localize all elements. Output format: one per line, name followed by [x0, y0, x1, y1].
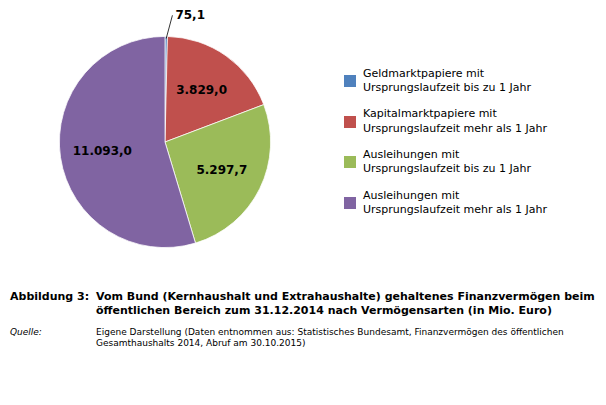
html-text:Ausleihungen mit Ursprungslauf: Ausleihungen mit Ursprungslaufzeit bis z…	[363, 148, 531, 176]
html-text:Vom Bund (Kernhaushalt und Ext: Vom Bund (Kernhaushalt und Extrahaushalt…	[96, 290, 595, 318]
html-text:Kapitalmarktpapiere mit Urspru: Kapitalmarktpapiere mit Ursprungslaufzei…	[363, 107, 547, 135]
svg-text:75,1: 75,1	[175, 8, 205, 22]
html-text:Quelle:: Quelle:	[10, 326, 42, 337]
svg-text:11.093,0: 11.093,0	[73, 144, 132, 158]
html-text:Geldmarktpapiere mit Ursprungs: Geldmarktpapiere mit Ursprungslaufzeit b…	[363, 66, 531, 95]
svg-text:3.829,0: 3.829,0	[176, 83, 227, 97]
html-text:Eigene Darstellung (Daten entn: Eigene Darstellung (Daten entnommen aus:…	[96, 326, 564, 349]
html-text:Abbildung 3:: Abbildung 3:	[10, 290, 90, 303]
svg-text:5.297,7: 5.297,7	[196, 163, 247, 177]
html-text:Ausleihungen mit Ursprungslauf: Ausleihungen mit Ursprungslaufzeit mehr …	[363, 188, 547, 216]
